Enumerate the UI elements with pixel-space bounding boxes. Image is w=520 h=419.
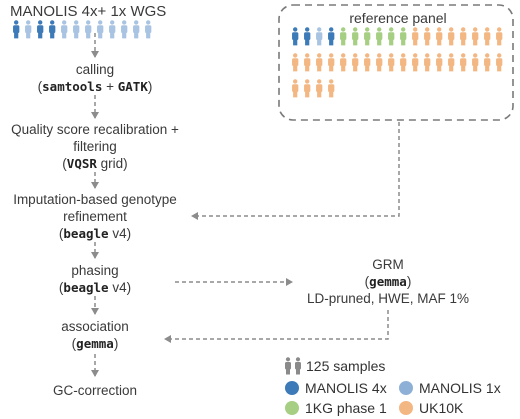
person-icon <box>400 27 407 46</box>
person-icon <box>460 27 467 46</box>
person-icon <box>37 20 44 39</box>
person-icon <box>316 79 323 98</box>
person-icon <box>424 53 431 72</box>
person-icon <box>304 27 311 46</box>
person-icon <box>85 20 92 39</box>
person-icon <box>436 53 443 72</box>
tool-gemma: gemma <box>76 336 114 351</box>
legend-label-1kg: 1KG phase 1 <box>305 400 387 416</box>
grm-block: GRM (gemma) LD-pruned, HWE, MAF 1% <box>307 256 469 307</box>
person-icon <box>364 53 371 72</box>
person-icon <box>400 53 407 72</box>
person-icon <box>328 53 335 72</box>
person-icon <box>304 53 311 72</box>
legend-swatch-1kg <box>285 401 299 415</box>
step-gc-correction: GC-correction <box>52 383 138 398</box>
step-phasing: phasing (beagle v4) <box>59 262 131 296</box>
person-icon <box>448 53 455 72</box>
person-icon <box>316 53 323 72</box>
legend-samples-label: 125 samples <box>306 358 386 374</box>
person-icon <box>484 53 491 72</box>
person-icon <box>376 27 383 46</box>
reference-panel-label: reference panel <box>349 10 447 26</box>
person-icon <box>436 27 443 46</box>
tool-gatk: GATK <box>117 79 148 94</box>
step-phasing-label: phasing <box>71 263 119 278</box>
grm-filters: LD-pruned, HWE, MAF 1% <box>306 291 470 306</box>
person-icon <box>328 79 335 98</box>
person-icon <box>364 27 371 46</box>
person-icon <box>412 27 419 46</box>
step-association-tools: (gemma) <box>71 336 119 351</box>
legend-label-uk10k: UK10K <box>419 400 464 416</box>
legend-label-manolis-4x: MANOLIS 4x <box>305 380 387 396</box>
person-icon <box>460 53 467 72</box>
person-icon <box>292 79 299 98</box>
person-icon <box>412 53 419 72</box>
step-qsr-tools: (VQSR grid) <box>62 156 128 171</box>
person-icon <box>484 27 491 46</box>
step-calling: calling (samtools + GATK) <box>38 61 153 95</box>
legend-swatch-manolis-1x <box>399 381 413 395</box>
person-icon <box>121 20 128 39</box>
person-icon <box>285 357 291 375</box>
person-icon <box>352 27 359 46</box>
grm-title: GRM <box>372 257 404 272</box>
step-association: association (gemma) <box>61 318 129 352</box>
step-imputation: Imputation-based genotype refinement (be… <box>13 191 177 242</box>
step-qsr-line1: Quality score recalibration + <box>11 122 179 137</box>
wgs-people-icons <box>13 20 152 39</box>
person-icon <box>496 53 503 72</box>
person-icon <box>133 20 140 39</box>
person-icon <box>73 20 80 39</box>
person-icon <box>61 20 68 39</box>
person-icon <box>472 27 479 46</box>
step-quality-recalibration: Quality score recalibration + filtering … <box>11 121 179 172</box>
person-icon <box>376 53 383 72</box>
step-calling-label: calling <box>75 62 115 77</box>
person-icon <box>496 27 503 46</box>
person-icon <box>316 27 323 46</box>
step-calling-tools: (samtools + GATK) <box>37 79 153 94</box>
person-icon <box>328 27 335 46</box>
person-icon <box>472 53 479 72</box>
tool-gemma-grm: gemma <box>369 274 407 289</box>
step-imputation-line1: Imputation-based genotype <box>13 192 177 207</box>
person-icon <box>340 53 347 72</box>
person-icon <box>49 20 56 39</box>
person-icon <box>304 79 311 98</box>
person-icon <box>448 27 455 46</box>
person-icon <box>109 20 116 39</box>
person-icon <box>145 20 152 39</box>
person-icon <box>340 27 347 46</box>
person-icon <box>292 53 299 72</box>
grm-tool: (gemma) <box>364 274 412 289</box>
diagram-title: MANOLIS 4x+ 1x WGS <box>10 3 167 20</box>
tool-beagle-phasing: beagle <box>63 280 109 295</box>
tool-samtools: samtools <box>42 79 103 94</box>
person-icon <box>97 20 104 39</box>
person-icon <box>295 357 301 375</box>
step-association-label: association <box>61 319 129 334</box>
step-imputation-line2: refinement <box>63 209 127 224</box>
step-qsr-line2: filtering <box>73 139 117 154</box>
person-icon <box>25 20 32 39</box>
legend-label-manolis-1x: MANOLIS 1x <box>419 380 501 396</box>
step-imputation-tools: (beagle v4) <box>58 226 132 241</box>
person-icon <box>292 27 299 46</box>
person-icon <box>388 53 395 72</box>
person-icon <box>13 20 20 39</box>
step-phasing-tools: (beagle v4) <box>58 280 132 295</box>
legend-swatch-uk10k <box>399 401 413 415</box>
person-icon <box>424 27 431 46</box>
person-icon <box>352 53 359 72</box>
tool-beagle: beagle <box>63 226 109 241</box>
legend-swatch-manolis-4x <box>285 381 299 395</box>
tool-vqsr: VQSR <box>66 156 97 171</box>
person-icon <box>388 27 395 46</box>
